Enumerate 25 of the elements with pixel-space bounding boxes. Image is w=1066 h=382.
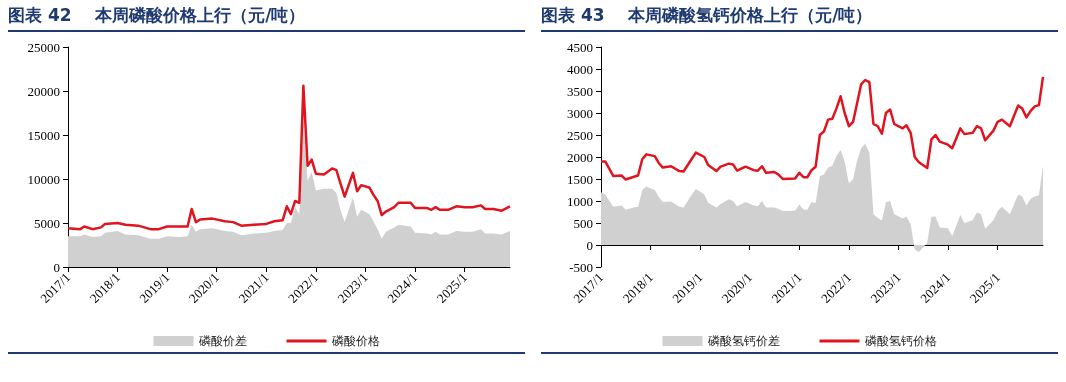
y-tick-label: 2500 xyxy=(567,127,593,143)
y-tick-label: 15000 xyxy=(27,127,60,143)
y-tick-label: 3500 xyxy=(567,83,593,99)
legend-label: 磷酸价格 xyxy=(330,334,380,348)
line-series xyxy=(66,84,512,231)
y-tick-label: 0 xyxy=(586,237,593,253)
y-tick-label: 4500 xyxy=(567,39,593,55)
line-series xyxy=(599,75,1045,181)
y-tick-label: 1000 xyxy=(567,193,593,209)
y-tick-label: 20000 xyxy=(27,83,60,99)
y-tick-label: 4000 xyxy=(567,61,593,77)
legend-label: 磷酸氢钙价差 xyxy=(706,334,780,348)
y-tick-label: 2000 xyxy=(567,149,593,165)
y-tick-label: 3000 xyxy=(567,105,593,121)
y-tick-label: 500 xyxy=(573,215,593,231)
legend-label: 磷酸价差 xyxy=(197,334,247,348)
legend-label: 磷酸氢钙价格 xyxy=(863,334,937,348)
y-tick-label: 10000 xyxy=(27,171,60,187)
y-tick-label: -500 xyxy=(569,259,593,275)
y-tick-label: 1500 xyxy=(567,171,593,187)
y-tick-label: 5000 xyxy=(34,215,60,231)
y-tick-label: 0 xyxy=(53,259,60,275)
chart-title: 图表 43 本周磷酸氢钙价格上行（元/吨） xyxy=(541,0,1058,32)
y-tick-label: 25000 xyxy=(27,39,60,55)
chart-title: 图表 42 本周磷酸价格上行（元/吨） xyxy=(8,0,525,32)
